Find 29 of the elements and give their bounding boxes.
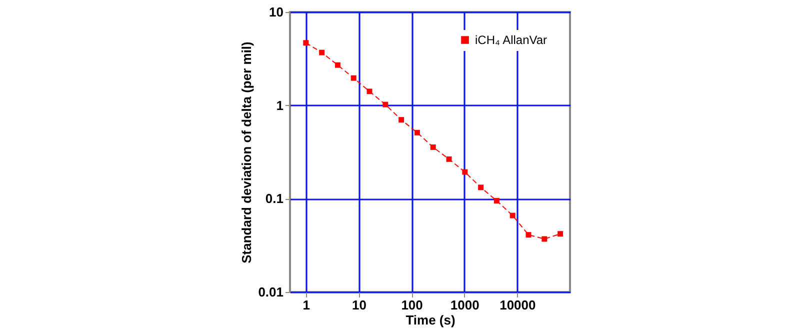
point	[446, 156, 452, 162]
point	[542, 236, 548, 242]
y-tick-label: 1	[276, 98, 284, 113]
x-tick-label: 1	[302, 298, 310, 312]
point	[494, 198, 500, 204]
point	[558, 231, 564, 237]
point	[303, 40, 309, 46]
y-tick-label: 0.01	[258, 284, 284, 300]
point	[398, 117, 404, 123]
point	[382, 102, 388, 108]
point	[366, 88, 372, 94]
y-axis-title: Standard deviation of delta (per mil)	[239, 42, 254, 264]
point	[319, 50, 325, 56]
point	[478, 184, 484, 190]
point	[334, 62, 340, 68]
point	[510, 212, 516, 218]
x-tick-label: 10	[352, 298, 366, 312]
point	[526, 232, 532, 238]
point	[414, 130, 420, 136]
point	[430, 144, 436, 150]
x-axis-title: Time (s)	[406, 312, 456, 328]
x-tick-label: 100	[401, 298, 423, 312]
point	[462, 169, 468, 175]
legend-label: iCH₄ AllanVar	[475, 33, 548, 47]
point	[350, 75, 356, 81]
y-tick-label: 0.1	[265, 191, 284, 206]
x-tick-label: 10000	[500, 298, 536, 312]
y-tick-label: 10	[269, 4, 284, 20]
x-tick-label: 1000	[450, 298, 480, 312]
